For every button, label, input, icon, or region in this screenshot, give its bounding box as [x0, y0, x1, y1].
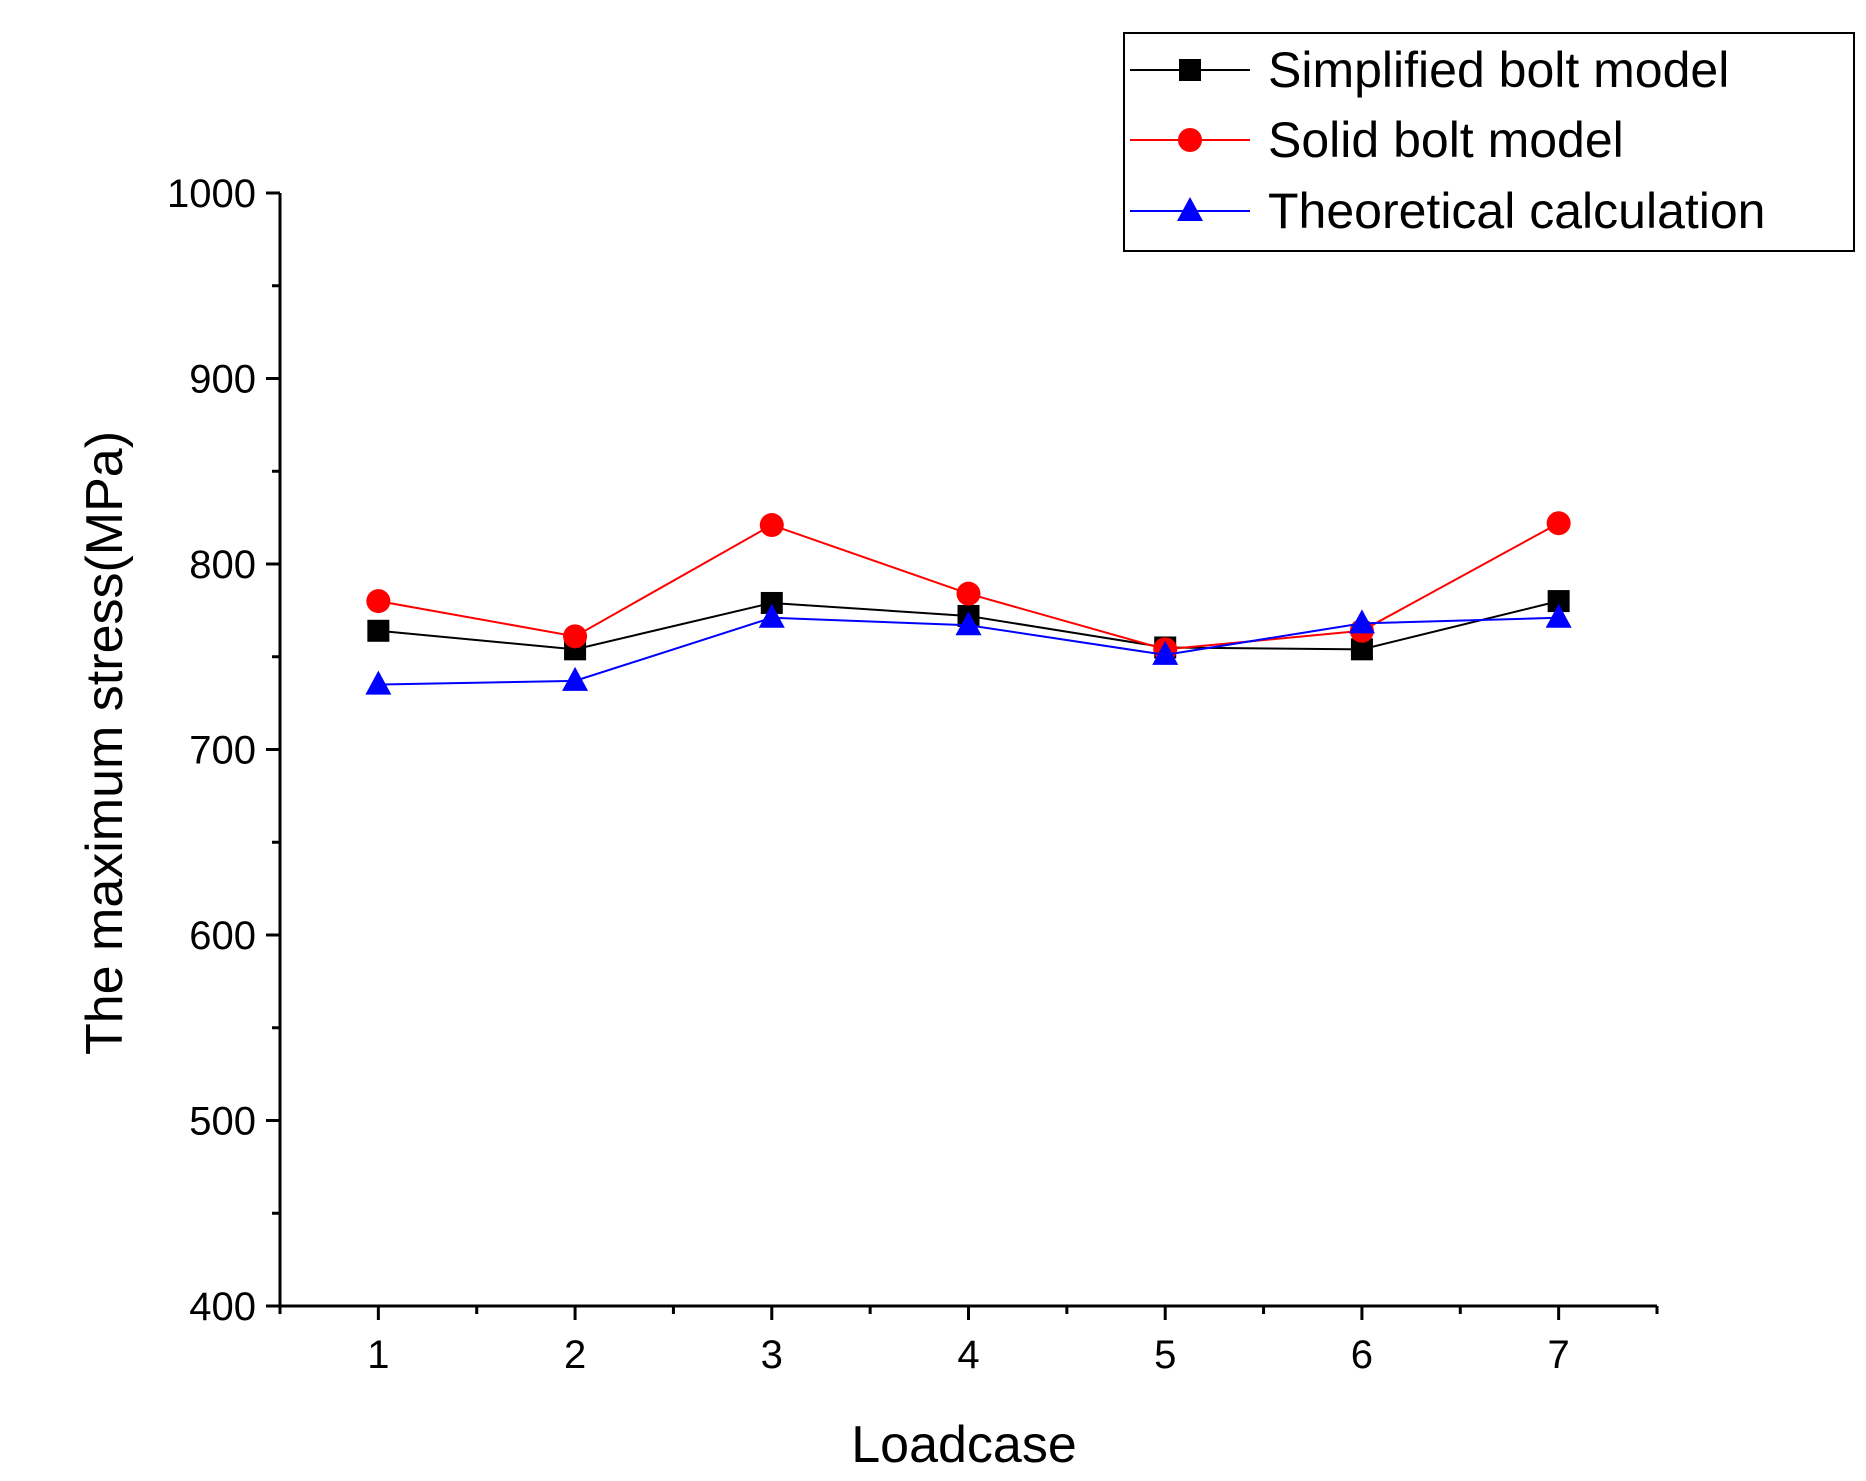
data-point — [562, 666, 589, 691]
x-tick-label: 2 — [564, 1333, 586, 1377]
data-point — [366, 589, 391, 614]
series-triangle — [365, 603, 1572, 695]
y-tick-label: 900 — [189, 358, 256, 402]
x-tick-label: 5 — [1154, 1333, 1176, 1377]
data-point — [1545, 603, 1572, 628]
legend-label: Solid bolt model — [1268, 112, 1624, 168]
data-point — [367, 619, 390, 642]
x-tick-label: 3 — [761, 1333, 783, 1377]
data-point — [1350, 638, 1373, 661]
data-series — [365, 511, 1572, 695]
axis-ticks: 400 500 600 700 800 900 1000 1 2 3 4 5 6 7 — [167, 172, 1659, 1377]
legend: Simplified bolt model Solid bolt model The… — [1123, 32, 1855, 252]
x-tick-label: 6 — [1351, 1333, 1373, 1377]
data-point — [758, 603, 785, 628]
data-point — [563, 624, 588, 649]
x-tick-label: 4 — [957, 1333, 979, 1377]
legend-items: Simplified bolt model Solid bolt model The… — [1130, 42, 1766, 239]
x-axis-title: Loadcase — [851, 1416, 1077, 1474]
axes — [278, 193, 1657, 1308]
data-point — [955, 611, 982, 636]
y-tick-label: 600 — [189, 914, 256, 958]
y-tick-label: 800 — [189, 543, 256, 587]
data-point — [1547, 590, 1570, 613]
x-tick-label: 7 — [1548, 1333, 1570, 1377]
legend-label: Theoretical calculation — [1268, 183, 1766, 239]
data-point — [365, 670, 392, 695]
y-tick-label: 500 — [189, 1100, 256, 1144]
legend-label: Simplified bolt model — [1268, 42, 1729, 98]
y-tick-label: 700 — [189, 729, 256, 773]
data-point — [759, 513, 784, 538]
x-tick-label: 1 — [367, 1333, 389, 1377]
data-point — [1348, 609, 1375, 634]
legend-item: Simplified bolt model — [1130, 42, 1729, 98]
y-axis-title: The maximum stress(MPa) — [76, 431, 134, 1055]
series-circle — [366, 511, 1571, 662]
data-point — [956, 581, 981, 606]
data-point — [760, 591, 783, 614]
data-point — [1546, 511, 1571, 536]
y-tick-label: 1000 — [167, 172, 256, 216]
data-point — [1152, 640, 1179, 665]
legend-item: Theoretical calculation — [1130, 183, 1766, 239]
y-tick-label: 400 — [189, 1285, 256, 1329]
legend-marker — [1177, 197, 1203, 221]
legend-marker — [1178, 128, 1202, 152]
legend-item: Solid bolt model — [1130, 112, 1624, 168]
legend-marker — [1179, 59, 1201, 81]
